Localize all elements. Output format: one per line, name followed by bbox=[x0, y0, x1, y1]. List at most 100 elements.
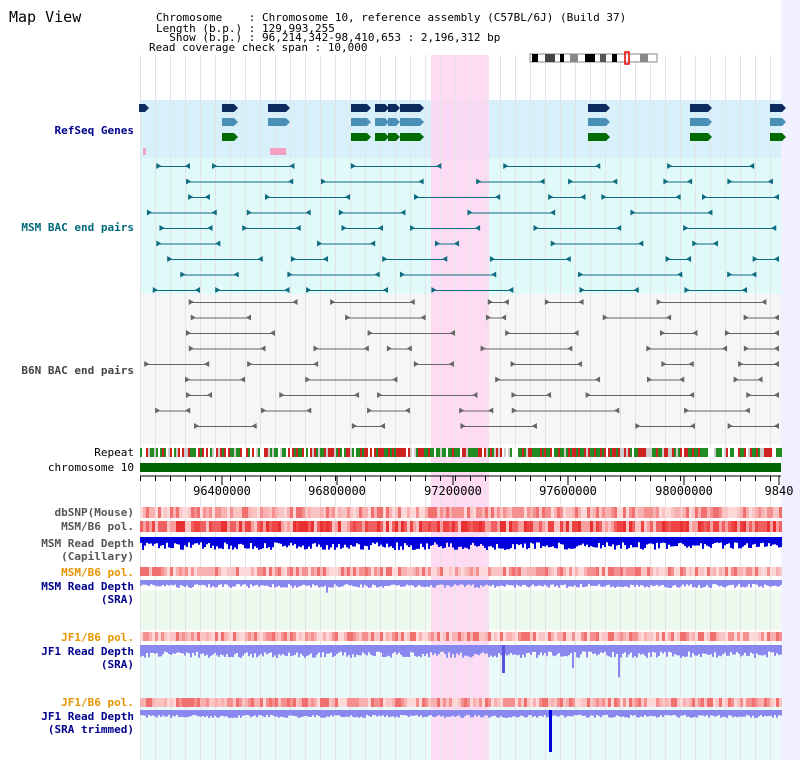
track-label-jf1-depth-sra[interactable]: JF1 Read Depth bbox=[41, 645, 134, 658]
bac-end-marker bbox=[485, 314, 491, 321]
read-depth-bar bbox=[516, 537, 518, 545]
read-depth-bar bbox=[230, 537, 232, 546]
polymorphism-heat-cell bbox=[362, 507, 365, 518]
track-label-msm-b6-pol-2[interactable]: MSM/B6 pol. bbox=[61, 566, 134, 579]
read-depth-bar bbox=[540, 645, 542, 653]
polymorphism-heat-cell bbox=[281, 507, 284, 518]
read-depth-bar bbox=[598, 710, 600, 716]
track-label-msm-depth-sra[interactable]: MSM Read Depth bbox=[41, 580, 134, 593]
repeat-segment bbox=[152, 448, 154, 457]
polymorphism-heat-cell bbox=[458, 632, 461, 641]
read-depth-bar bbox=[374, 537, 376, 544]
read-depth-bar bbox=[390, 710, 392, 717]
read-depth-bar bbox=[546, 645, 548, 657]
read-depth-bar bbox=[200, 645, 202, 655]
repeat-segment bbox=[772, 448, 774, 457]
polymorphism-heat-cell bbox=[314, 698, 317, 707]
read-depth-bar bbox=[464, 580, 466, 587]
read-depth-bar bbox=[328, 537, 330, 550]
polymorphism-heat-cell bbox=[521, 521, 524, 532]
polymorphism-heat-cell bbox=[284, 698, 287, 707]
axis-tick-label: 97600000 bbox=[539, 484, 597, 498]
track-label-msm-bac[interactable]: MSM BAC end pairs bbox=[21, 221, 134, 234]
polymorphism-heat-cell bbox=[212, 521, 215, 532]
track-label-b6n-bac[interactable]: B6N BAC end pairs bbox=[21, 364, 134, 377]
track-label-msm-depth-capillary[interactable]: MSM Read Depth bbox=[41, 537, 134, 550]
read-depth-bar bbox=[448, 580, 450, 586]
repeat-segment bbox=[248, 448, 250, 457]
repeat-segment bbox=[146, 448, 148, 457]
polymorphism-heat-cell bbox=[188, 698, 191, 707]
polymorphism-heat-cell bbox=[584, 507, 587, 518]
polymorphism-heat-cell bbox=[371, 507, 374, 518]
polymorphism-heat-cell bbox=[341, 698, 344, 707]
polymorphism-heat-cell bbox=[632, 698, 635, 707]
repeat-segment bbox=[140, 448, 142, 457]
polymorphism-heat-cell bbox=[680, 632, 683, 641]
polymorphism-heat-cell bbox=[590, 698, 593, 707]
repeat-segment bbox=[402, 448, 404, 457]
read-depth-bar bbox=[552, 710, 554, 716]
polymorphism-heat-cell bbox=[548, 567, 551, 576]
polymorphism-heat-cell bbox=[221, 698, 224, 707]
read-depth-bar bbox=[606, 580, 608, 586]
polymorphism-heat-cell bbox=[350, 567, 353, 576]
polymorphism-heat-cell bbox=[479, 507, 482, 518]
repeat-segment bbox=[626, 448, 628, 457]
polymorphism-heat-cell bbox=[170, 567, 173, 576]
read-depth-bar bbox=[740, 645, 742, 657]
polymorphism-heat-cell bbox=[233, 632, 236, 641]
read-depth-bar bbox=[352, 537, 354, 547]
polymorphism-heat-cell bbox=[434, 521, 437, 532]
chromosome-bar bbox=[140, 463, 781, 472]
polymorphism-heat-cell bbox=[197, 632, 200, 641]
read-depth-bar bbox=[700, 580, 702, 588]
polymorphism-heat-cell bbox=[596, 507, 599, 518]
polymorphism-heat-cell bbox=[701, 507, 704, 518]
read-depth-bar bbox=[734, 710, 736, 717]
polymorphism-heat-cell bbox=[269, 632, 272, 641]
read-depth-bar bbox=[756, 580, 758, 585]
track-label-jf1-b6-pol-1[interactable]: JF1/B6 pol. bbox=[61, 631, 134, 644]
read-depth-bar bbox=[688, 580, 690, 586]
read-depth-bar bbox=[472, 537, 474, 543]
read-depth-bar bbox=[584, 710, 586, 716]
polymorphism-heat-cell bbox=[275, 521, 278, 532]
read-depth-bar bbox=[382, 580, 384, 588]
polymorphism-heat-cell bbox=[266, 567, 269, 576]
track-label-msm-b6-pol-1[interactable]: MSM/B6 pol. bbox=[61, 520, 134, 533]
track-label-refseq[interactable]: RefSeq Genes bbox=[54, 124, 134, 137]
polymorphism-heat-cell bbox=[245, 698, 248, 707]
read-depth-bar bbox=[308, 580, 310, 586]
bac-end-marker bbox=[367, 407, 373, 414]
polymorphism-heat-cell bbox=[296, 507, 299, 518]
polymorphism-heat-cell bbox=[536, 507, 539, 518]
repeat-segment bbox=[434, 448, 436, 457]
read-depth-bar bbox=[500, 645, 502, 656]
polymorphism-heat-cell bbox=[620, 507, 623, 518]
read-depth-bar bbox=[692, 537, 694, 546]
track-label-jf1-depth-trimmed[interactable]: JF1 Read Depth bbox=[41, 710, 134, 723]
repeat-segment bbox=[568, 448, 570, 457]
chromosome-ideogram[interactable] bbox=[529, 51, 658, 65]
polymorphism-heat-cell bbox=[761, 507, 764, 518]
track-label-jf1-b6-pol-2[interactable]: JF1/B6 pol. bbox=[61, 696, 134, 709]
polymorphism-heat-cell bbox=[221, 507, 224, 518]
polymorphism-heat-cell bbox=[659, 632, 662, 641]
polymorphism-heat-cell bbox=[317, 567, 320, 576]
polymorphism-heat-cell bbox=[203, 507, 206, 518]
read-depth-bar bbox=[778, 710, 780, 716]
polymorphism-heat-cell bbox=[401, 698, 404, 707]
read-depth-bar bbox=[342, 580, 344, 587]
polymorphism-heat-cell bbox=[644, 698, 647, 707]
repeat-segment bbox=[186, 448, 188, 457]
track-label-dbsnp[interactable]: dbSNP(Mouse) bbox=[54, 506, 134, 519]
polymorphism-heat-cell bbox=[704, 567, 707, 576]
read-depth-bar bbox=[372, 710, 374, 715]
bac-end-marker bbox=[350, 163, 356, 169]
read-depth-bar bbox=[678, 537, 680, 544]
repeat-segment bbox=[236, 448, 238, 457]
refseq-gene-block bbox=[222, 104, 234, 112]
read-depth-bar bbox=[562, 537, 564, 545]
